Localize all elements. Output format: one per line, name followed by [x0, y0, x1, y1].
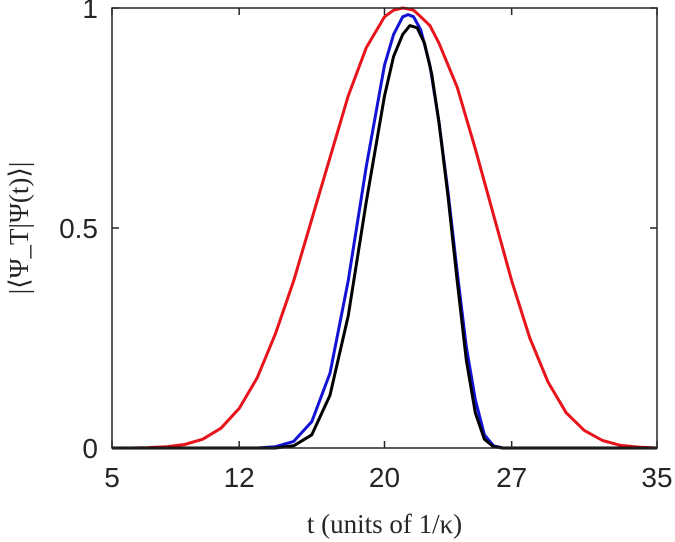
- y-tick-label: 0: [82, 433, 98, 464]
- series-layer: [112, 6, 658, 450]
- plot-area-frame: [111, 7, 658, 449]
- y-tick-label: 1: [82, 0, 98, 24]
- y-tick-label: 0.5: [59, 213, 98, 244]
- x-tick-label: 27: [496, 462, 527, 493]
- series-line-red: [112, 6, 658, 450]
- x-tick-label: 12: [224, 462, 255, 493]
- x-axis-label: t (units of 1/κ): [307, 509, 462, 539]
- x-tick-label: 20: [369, 462, 400, 493]
- ticks-layer: 5 12 20 27 35 0 0.5 1: [59, 0, 673, 493]
- x-tick-label: 5: [104, 462, 120, 493]
- y-axis-label: |⟨Ψ_T|Ψ(t)⟩|: [4, 162, 34, 295]
- series-line-black: [112, 24, 657, 450]
- x-tick-label: 35: [641, 462, 672, 493]
- series-line-blue: [112, 13, 657, 450]
